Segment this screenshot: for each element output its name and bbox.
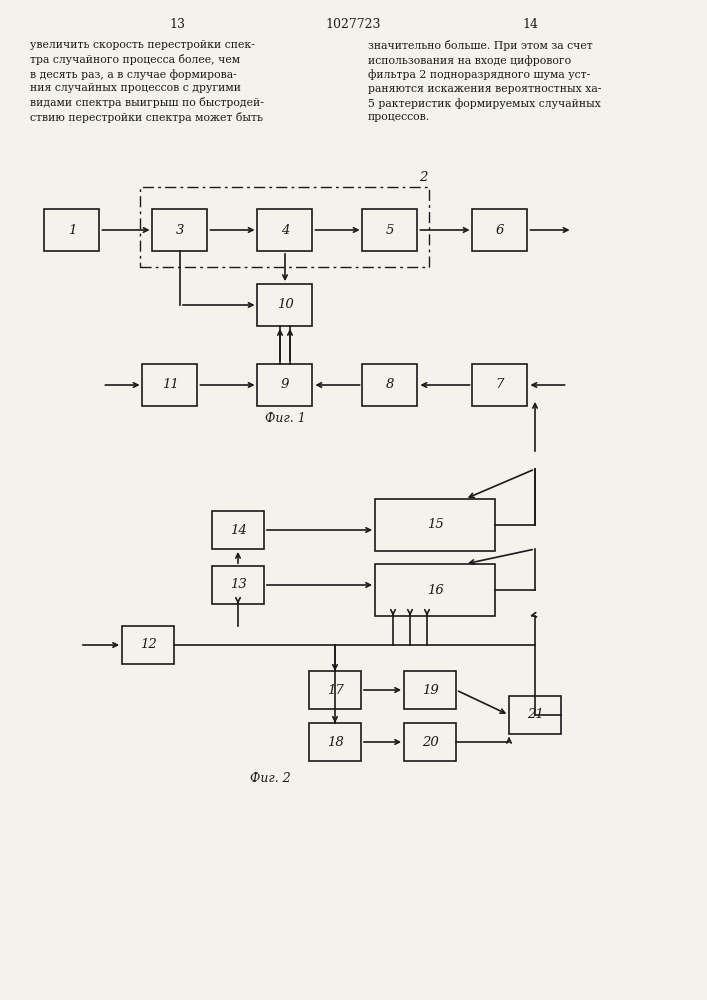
Text: 5: 5 bbox=[386, 224, 395, 236]
Text: 6: 6 bbox=[496, 224, 504, 236]
Text: 4: 4 bbox=[281, 224, 289, 236]
Text: 18: 18 bbox=[327, 736, 344, 748]
Bar bbox=[257, 284, 312, 326]
Text: 9: 9 bbox=[281, 378, 289, 391]
Text: 7: 7 bbox=[496, 378, 504, 391]
Text: 14: 14 bbox=[522, 18, 538, 31]
Text: 13: 13 bbox=[169, 18, 185, 31]
Bar bbox=[212, 566, 264, 604]
Text: 20: 20 bbox=[421, 736, 438, 748]
Text: 12: 12 bbox=[139, 639, 156, 652]
Text: 19: 19 bbox=[421, 684, 438, 696]
Text: 15: 15 bbox=[426, 518, 443, 532]
Bar bbox=[122, 626, 174, 664]
Bar bbox=[472, 364, 527, 406]
Text: 2: 2 bbox=[419, 171, 428, 184]
Text: 13: 13 bbox=[230, 578, 246, 591]
Text: 10: 10 bbox=[276, 298, 293, 312]
Text: 21: 21 bbox=[527, 708, 544, 722]
Bar bbox=[309, 723, 361, 761]
Text: Фиг. 1: Фиг. 1 bbox=[264, 412, 305, 425]
Text: 16: 16 bbox=[426, 584, 443, 596]
Bar bbox=[257, 209, 312, 251]
Bar bbox=[141, 187, 429, 267]
Bar bbox=[404, 723, 456, 761]
Bar bbox=[309, 671, 361, 709]
Bar bbox=[404, 671, 456, 709]
Text: 1: 1 bbox=[68, 224, 76, 236]
Text: Фиг. 2: Фиг. 2 bbox=[250, 772, 291, 785]
Bar bbox=[257, 364, 312, 406]
Bar bbox=[212, 511, 264, 549]
Text: 1027723: 1027723 bbox=[325, 18, 381, 31]
Bar bbox=[153, 209, 207, 251]
Bar bbox=[375, 564, 495, 616]
Bar bbox=[363, 209, 418, 251]
Text: 14: 14 bbox=[230, 524, 246, 536]
Bar bbox=[143, 364, 197, 406]
Text: 17: 17 bbox=[327, 684, 344, 696]
Text: 8: 8 bbox=[386, 378, 395, 391]
Text: 11: 11 bbox=[162, 378, 178, 391]
Bar bbox=[509, 696, 561, 734]
Text: увеличить скорость перестройки спек-
тра случайного процесса более, чем
в десять: увеличить скорость перестройки спек- тра… bbox=[30, 40, 264, 123]
Bar bbox=[472, 209, 527, 251]
Bar bbox=[375, 499, 495, 551]
Text: значительно больше. При этом за счет
использования на входе цифрового
фильтра 2 : значительно больше. При этом за счет исп… bbox=[368, 40, 602, 122]
Text: 3: 3 bbox=[176, 224, 185, 236]
Bar bbox=[363, 364, 418, 406]
Bar bbox=[45, 209, 100, 251]
